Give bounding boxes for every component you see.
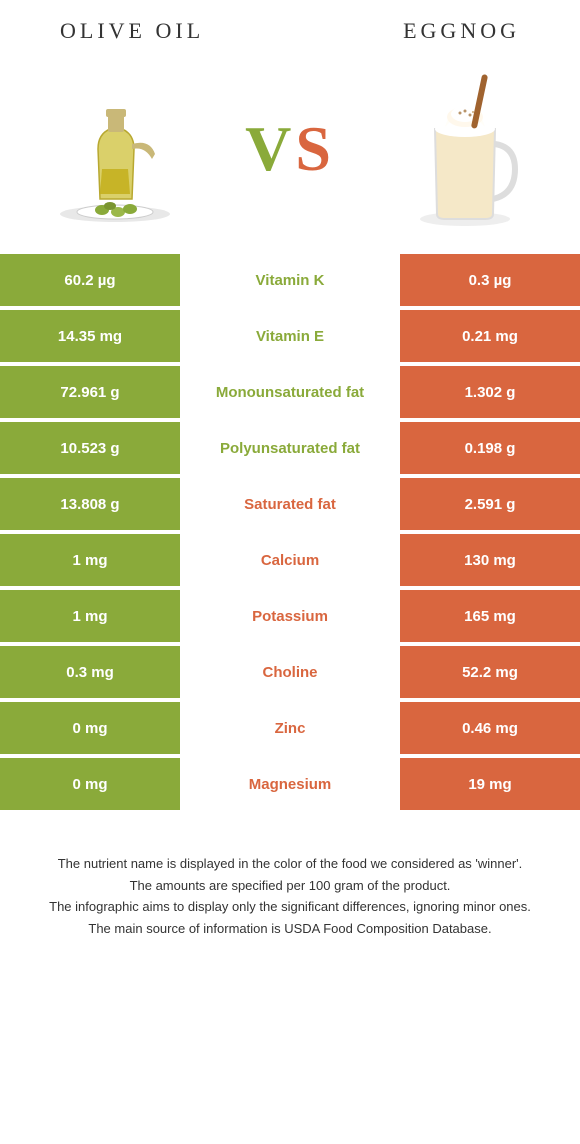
olive-oil-image <box>40 74 190 224</box>
nutrient-row: 60.2 µgVitamin K0.3 µg <box>0 254 580 306</box>
nutrient-value-left: 0 mg <box>0 758 180 810</box>
images-row: VS <box>0 54 580 254</box>
nutrient-value-right: 52.2 mg <box>400 646 580 698</box>
nutrient-row: 1 mgPotassium165 mg <box>0 590 580 642</box>
nutrient-value-right: 19 mg <box>400 758 580 810</box>
food-title-left: OLIVE OIL <box>60 18 204 44</box>
nutrient-label: Polyunsaturated fat <box>180 422 400 474</box>
nutrient-value-left: 14.35 mg <box>0 310 180 362</box>
footer-line-1: The nutrient name is displayed in the co… <box>30 854 550 874</box>
nutrient-value-right: 0.198 g <box>400 422 580 474</box>
nutrient-value-right: 165 mg <box>400 590 580 642</box>
footer-line-2: The amounts are specified per 100 gram o… <box>30 876 550 896</box>
footer-line-3: The infographic aims to display only the… <box>30 897 550 917</box>
footer-line-4: The main source of information is USDA F… <box>30 919 550 939</box>
nutrient-label: Calcium <box>180 534 400 586</box>
nutrient-value-left: 1 mg <box>0 590 180 642</box>
footer-note: The nutrient name is displayed in the co… <box>0 814 580 960</box>
nutrient-row: 10.523 gPolyunsaturated fat0.198 g <box>0 422 580 474</box>
vs-label: VS <box>245 112 335 186</box>
nutrient-value-right: 0.3 µg <box>400 254 580 306</box>
nutrient-row: 13.808 gSaturated fat2.591 g <box>0 478 580 530</box>
nutrient-row: 14.35 mgVitamin E0.21 mg <box>0 310 580 362</box>
vs-s-letter: S <box>295 113 335 184</box>
header-row: OLIVE OIL EGGNOG <box>0 0 580 54</box>
nutrient-label: Zinc <box>180 702 400 754</box>
nutrient-label: Magnesium <box>180 758 400 810</box>
nutrient-row: 72.961 gMonounsaturated fat1.302 g <box>0 366 580 418</box>
nutrient-value-left: 72.961 g <box>0 366 180 418</box>
nutrient-value-left: 10.523 g <box>0 422 180 474</box>
nutrient-value-left: 0.3 mg <box>0 646 180 698</box>
nutrient-label: Vitamin E <box>180 310 400 362</box>
eggnog-image <box>390 74 540 224</box>
food-title-right: EGGNOG <box>403 18 520 44</box>
nutrient-value-right: 0.46 mg <box>400 702 580 754</box>
infographic-container: OLIVE OIL EGGNOG VS <box>0 0 580 960</box>
nutrient-table: 60.2 µgVitamin K0.3 µg14.35 mgVitamin E0… <box>0 254 580 810</box>
nutrient-row: 0 mgMagnesium19 mg <box>0 758 580 810</box>
nutrient-value-right: 0.21 mg <box>400 310 580 362</box>
nutrient-row: 0 mgZinc0.46 mg <box>0 702 580 754</box>
nutrient-value-left: 13.808 g <box>0 478 180 530</box>
nutrient-label: Potassium <box>180 590 400 642</box>
nutrient-value-right: 130 mg <box>400 534 580 586</box>
nutrient-label: Monounsaturated fat <box>180 366 400 418</box>
nutrient-value-left: 1 mg <box>0 534 180 586</box>
nutrient-value-right: 1.302 g <box>400 366 580 418</box>
nutrient-label: Saturated fat <box>180 478 400 530</box>
nutrient-row: 0.3 mgCholine52.2 mg <box>0 646 580 698</box>
vs-v-letter: V <box>245 113 295 184</box>
nutrient-row: 1 mgCalcium130 mg <box>0 534 580 586</box>
nutrient-value-right: 2.591 g <box>400 478 580 530</box>
nutrient-label: Vitamin K <box>180 254 400 306</box>
nutrient-label: Choline <box>180 646 400 698</box>
nutrient-value-left: 60.2 µg <box>0 254 180 306</box>
nutrient-value-left: 0 mg <box>0 702 180 754</box>
